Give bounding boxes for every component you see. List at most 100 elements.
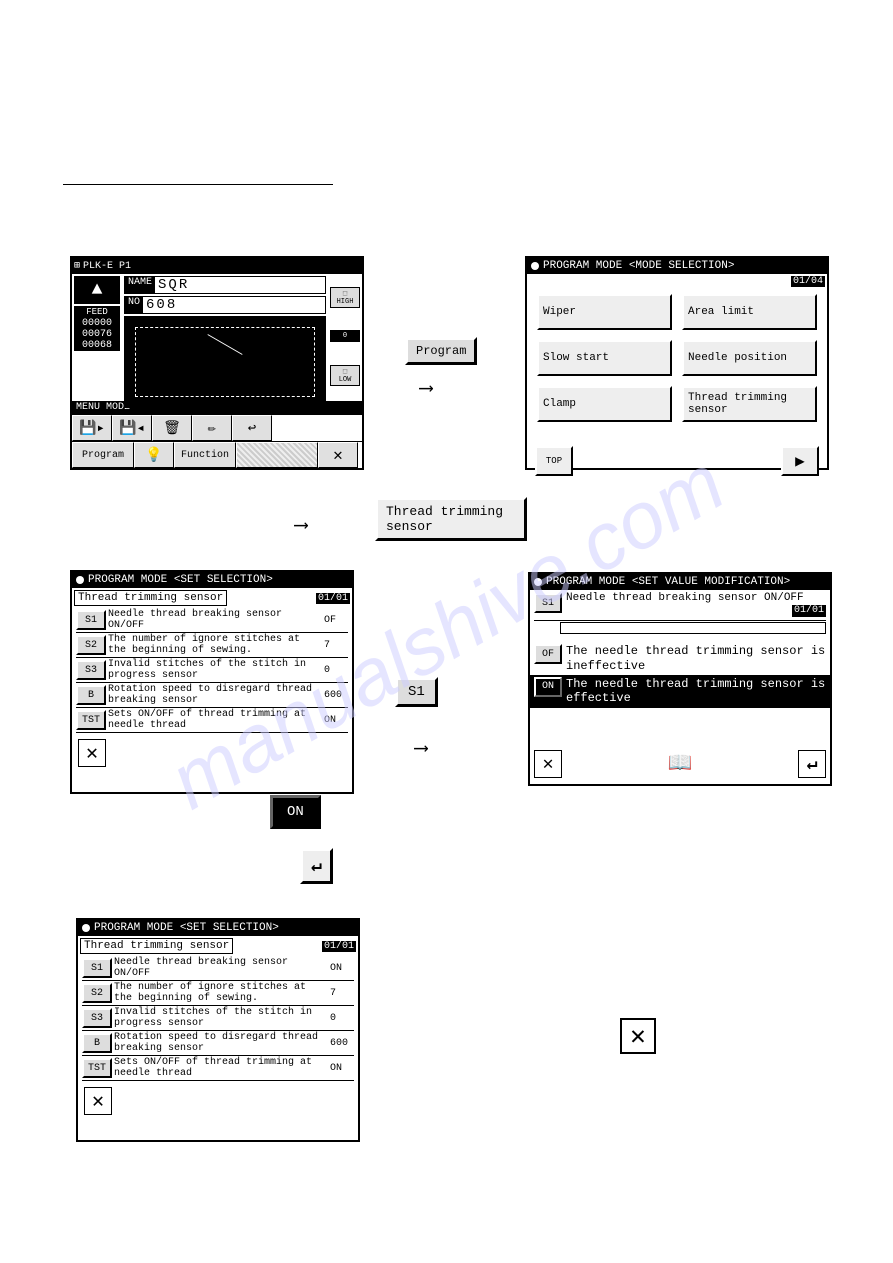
disabled-area — [236, 442, 318, 468]
program-button[interactable]: Program — [405, 337, 477, 365]
row-code-button[interactable]: TST — [76, 710, 106, 730]
row-value: 600 — [324, 690, 348, 701]
list-row: TSTSets ON/OFF of thread trimming at nee… — [82, 1056, 354, 1081]
enter-callout: ↵ — [300, 848, 333, 884]
row-text: Invalid stitches of the stitch in progre… — [114, 1007, 330, 1029]
enter-button[interactable]: ↵ — [798, 750, 826, 778]
mode-needle-position[interactable]: Needle position — [682, 340, 817, 376]
clear-icon[interactable]: 🗑 — [152, 415, 192, 441]
row-text: Invalid stitches of the stitch in progre… — [108, 659, 324, 681]
row-value: 0 — [324, 665, 348, 676]
close-button[interactable]: ✕ — [84, 1087, 112, 1115]
page-indicator: 01/01 — [322, 941, 356, 952]
on-callout: ON — [270, 795, 321, 829]
return-icon[interactable]: ↩ — [232, 415, 272, 441]
manual-icon[interactable]: 📖 — [667, 750, 693, 776]
screen-title: PLK-E P1 — [83, 261, 131, 272]
option-list: OFThe needle thread trimming sensor is i… — [530, 642, 830, 708]
mode-area-limit[interactable]: Area limit — [682, 294, 817, 330]
close-button[interactable]: ✕ — [620, 1018, 656, 1054]
list-row: S1Needle thread breaking sensor ON/OFFON — [82, 956, 354, 981]
close-icon[interactable]: ✕ — [318, 442, 358, 468]
option-code[interactable]: ON — [534, 677, 562, 697]
page-indicator: 01/04 — [791, 276, 825, 287]
option-code[interactable]: OF — [534, 644, 562, 664]
row-value: 7 — [330, 988, 354, 999]
thread-trimming-callout: Thread trimming sensor — [375, 497, 527, 541]
screen-title: PROGRAM MODE <SET SELECTION> — [94, 922, 279, 934]
option-row[interactable]: OFThe needle thread trimming sensor is i… — [530, 642, 830, 675]
screen-title: PROGRAM MODE <MODE SELECTION> — [543, 260, 734, 272]
s1-callout: S1 — [395, 677, 438, 707]
mode-thread-trimming-sensor[interactable]: Thread trimming sensor — [682, 386, 817, 422]
function-button[interactable]: Function — [174, 442, 236, 468]
close-button[interactable]: ✕ — [534, 750, 562, 778]
high-button[interactable]: ⬚HIGH — [330, 287, 360, 308]
pattern-canvas — [124, 316, 326, 408]
divider — [63, 184, 333, 185]
row-text: The number of ignore stitches at the beg… — [114, 982, 330, 1004]
row-value: ON — [330, 963, 354, 974]
no-field: NO 608 — [124, 296, 326, 314]
mode-clamp[interactable]: Clamp — [537, 386, 672, 422]
option-row[interactable]: ONThe needle thread trimming sensor is e… — [530, 675, 830, 708]
row-text: Needle thread breaking sensor ON/OFF — [108, 609, 324, 631]
subtitle: Thread trimming sensor — [74, 590, 227, 606]
list-row: BRotation speed to disregard thread brea… — [82, 1031, 354, 1056]
disk-out-icon[interactable]: 💾▸ — [72, 415, 112, 441]
row-text: Sets ON/OFF of thread trimming at needle… — [114, 1057, 330, 1079]
light-icon[interactable]: 💡 — [134, 442, 174, 468]
title-bar: PROGRAM MODE <SET SELECTION> — [72, 572, 352, 588]
low-button[interactable]: ⬚LOW — [330, 365, 360, 386]
counter-1: 00076 — [74, 329, 120, 340]
arrow-right-2: ⟶ — [295, 512, 307, 538]
title-bar: PROGRAM MODE <SET SELECTION> — [78, 920, 358, 936]
mode-slow-start[interactable]: Slow start — [537, 340, 672, 376]
row-value: ON — [324, 715, 348, 726]
option-text: The needle thread trimming sensor is ine… — [566, 644, 826, 673]
list-row: S2The number of ignore stitches at the b… — [76, 633, 348, 658]
thread-trimming-button[interactable]: Thread trimming sensor — [375, 497, 527, 541]
row-code-button[interactable]: S2 — [82, 983, 112, 1003]
row-code-button[interactable]: B — [82, 1033, 112, 1053]
page-indicator: 01/01 — [316, 593, 350, 604]
counter-0: 00000 — [74, 318, 120, 329]
top-button[interactable]: TOP — [535, 446, 573, 476]
row-code-button[interactable]: S1 — [82, 958, 112, 978]
row-text: Needle thread breaking sensor ON/OFF — [114, 957, 330, 979]
row-value: 0 — [330, 1013, 354, 1024]
row-code-button[interactable]: S1 — [76, 610, 106, 630]
next-page-button[interactable]: ▶ — [781, 446, 819, 476]
name-field: NAME SQR — [124, 276, 326, 294]
page-indicator: 01/01 — [792, 605, 826, 617]
mode-selection-screen: PROGRAM MODE <MODE SELECTION> 01/04 Wipe… — [525, 256, 829, 470]
row-code-button[interactable]: S2 — [76, 635, 106, 655]
mode-wiper[interactable]: Wiper — [537, 294, 672, 330]
set-selection-screen-1: PROGRAM MODE <SET SELECTION> Thread trim… — [70, 570, 354, 794]
row-code-button[interactable]: S3 — [76, 660, 106, 680]
settings-list: S1Needle thread breaking sensor ON/OFFON… — [78, 956, 358, 1081]
disk-in-icon[interactable]: 💾◂ — [112, 415, 152, 441]
arrow-right-3: ⟶ — [415, 735, 427, 761]
subtitle: Thread trimming sensor — [80, 938, 233, 954]
screen-title: PROGRAM MODE <SET VALUE MODIFICATION> — [546, 576, 790, 588]
row-value: ON — [330, 1063, 354, 1074]
row-code-button[interactable]: S3 — [82, 1008, 112, 1028]
program-button[interactable]: Program — [72, 442, 134, 468]
enter-button[interactable]: ↵ — [300, 848, 333, 884]
on-button[interactable]: ON — [270, 795, 321, 829]
arrow-right-1: ⟶ — [420, 375, 432, 401]
up-arrow-button[interactable]: ▲ — [74, 276, 120, 304]
settings-list: S1Needle thread breaking sensor ON/OFFOF… — [72, 608, 352, 733]
screen-title: PROGRAM MODE <SET SELECTION> — [88, 574, 273, 586]
row-code-button[interactable]: B — [76, 685, 106, 705]
list-row: S3Invalid stitches of the stitch in prog… — [76, 658, 348, 683]
header-row: S1 Needle thread breaking sensor ON/OFF … — [530, 590, 830, 619]
row-value: 600 — [330, 1038, 354, 1049]
s1-button[interactable]: S1 — [395, 677, 438, 707]
row-code-button[interactable]: TST — [82, 1058, 112, 1078]
edit-icon[interactable]: ✏ — [192, 415, 232, 441]
main-menu-screen: ⊞PLK-E P1 ▲ FEED 00000 00076 00068 NAME … — [70, 256, 364, 470]
row-text: Rotation speed to disregard thread break… — [114, 1032, 330, 1054]
close-button[interactable]: ✕ — [78, 739, 106, 767]
